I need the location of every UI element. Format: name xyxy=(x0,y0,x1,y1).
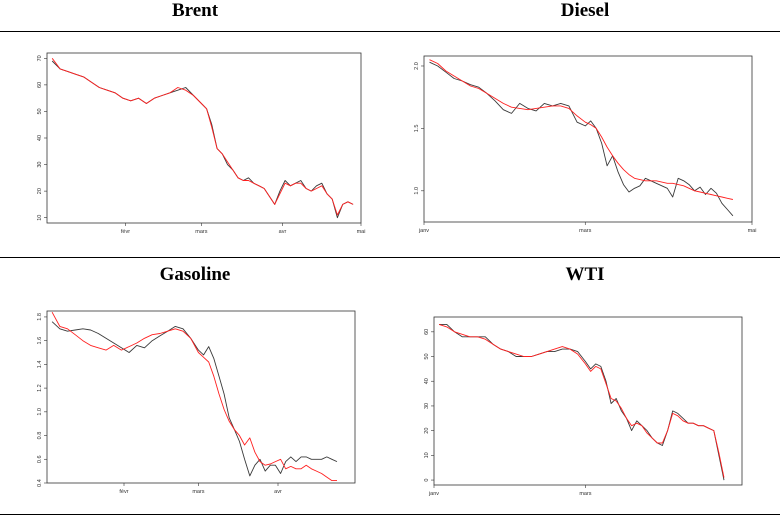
y-tick-label: 50 xyxy=(37,108,43,114)
plot-frame xyxy=(46,52,362,224)
y-tick-label: 30 xyxy=(424,403,430,409)
chart-title-wti: WTI xyxy=(565,264,605,285)
y-tick-label: 1.0 xyxy=(37,408,43,416)
y-tick-label: 1.8 xyxy=(37,313,43,321)
series-line-black xyxy=(429,61,734,217)
y-tick-label: 0.8 xyxy=(37,432,43,440)
x-tick-label: janv xyxy=(418,228,429,234)
x-tick-label: mars xyxy=(579,491,591,497)
x-tick-label: mai xyxy=(357,229,366,235)
x-tick-label: janv xyxy=(428,491,439,497)
chart-title-brent: Brent xyxy=(171,0,219,21)
x-tick-label: mars xyxy=(192,489,204,495)
plot-frame xyxy=(433,316,743,486)
x-tick-label: avr xyxy=(274,489,282,495)
plot-frame xyxy=(423,55,753,223)
middle-rule xyxy=(0,257,780,258)
y-tick-label: 20 xyxy=(37,188,43,194)
y-tick-label: 10 xyxy=(424,452,430,458)
brent-chart: 10 20 30 40 50 60 70 févr mars avr mai xyxy=(37,52,366,235)
series-line-black xyxy=(439,323,725,481)
x-tick-label: mai xyxy=(748,228,757,234)
x-tick-label: avr xyxy=(279,229,287,235)
x-tick-label: mars xyxy=(195,229,207,235)
y-tick-label: 1.6 xyxy=(37,337,43,345)
plot-frame xyxy=(46,310,356,484)
chart-title-gasoline: Gasoline xyxy=(159,264,231,285)
series-line-red xyxy=(51,311,337,482)
y-tick-label: 1.2 xyxy=(37,384,43,392)
series-line-black xyxy=(51,321,338,477)
y-tick-label: 10 xyxy=(37,215,43,221)
y-tick-label: 60 xyxy=(37,82,43,88)
series-line-red xyxy=(438,323,725,478)
y-tick-label: 0.4 xyxy=(37,479,43,487)
y-tick-label: 1.5 xyxy=(414,125,420,133)
y-tick-label: 1.0 xyxy=(414,187,420,195)
series-line-black xyxy=(51,60,354,219)
y-tick-label: 50 xyxy=(424,353,430,359)
y-tick-label: 0.6 xyxy=(37,455,43,463)
x-tick-label: mars xyxy=(579,228,591,234)
x-tick-label: févr xyxy=(121,229,130,235)
gasoline-chart: 0.4 0.6 0.8 1.0 1.2 1.4 1.6 1.8 févr mars avr xyxy=(37,310,356,495)
chart-title-diesel: Diesel xyxy=(560,0,610,21)
y-tick-label: 60 xyxy=(424,329,430,335)
y-tick-label: 2.0 xyxy=(414,62,420,70)
diesel-chart: 1.0 1.5 2.0 janv mars mai xyxy=(414,55,757,234)
y-tick-label: 70 xyxy=(37,55,43,61)
y-tick-label: 1.4 xyxy=(37,361,43,369)
series-line-red xyxy=(51,58,354,216)
bottom-rule xyxy=(0,514,780,515)
series-line-red xyxy=(429,59,733,200)
y-tick-label: 30 xyxy=(37,162,43,168)
wti-chart: 0 10 20 30 40 50 60 janv mars xyxy=(424,316,743,497)
y-tick-label: 40 xyxy=(424,378,430,384)
y-tick-label: 20 xyxy=(424,428,430,434)
y-tick-label: 0 xyxy=(424,479,430,482)
y-tick-label: 40 xyxy=(37,135,43,141)
x-tick-label: févr xyxy=(119,489,128,495)
top-rule xyxy=(0,31,780,32)
